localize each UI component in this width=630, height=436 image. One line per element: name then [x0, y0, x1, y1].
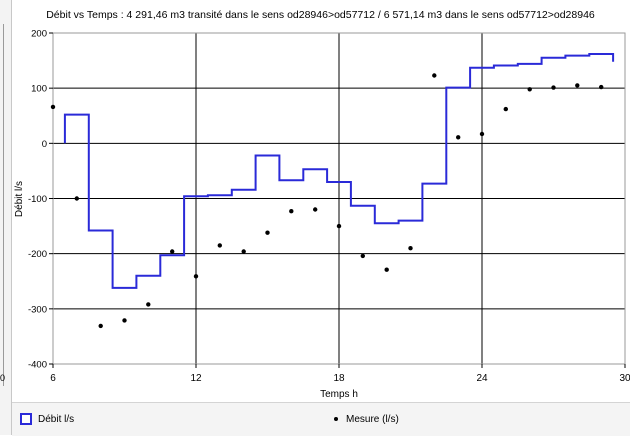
- data-point-mesure: [74, 196, 80, 201]
- y-tick-label: 100: [31, 84, 47, 95]
- x-tick-label: 12: [190, 373, 202, 384]
- y-tick-label: -200: [28, 249, 47, 260]
- data-point-mesure: [432, 73, 437, 78]
- legend-item-debit: Débit l/s: [20, 411, 74, 427]
- data-point-mesure: [313, 207, 318, 212]
- x-tick-label: 6: [50, 373, 56, 384]
- data-point-mesure: [599, 84, 604, 90]
- data-point-mesure: [479, 131, 485, 137]
- data-point-mesure: [50, 104, 56, 110]
- legend-item-mesure: Mesure (l/s): [330, 411, 399, 427]
- y-tick-label: -400: [28, 360, 47, 371]
- x-axis-label: Temps h: [320, 389, 358, 400]
- x-tick-label: 30: [619, 373, 630, 384]
- data-point-mesure: [146, 302, 151, 307]
- data-point-mesure: [289, 209, 294, 214]
- data-point-mesure: [241, 249, 246, 254]
- data-point-mesure: [170, 249, 175, 254]
- chart-plot: 6 12 18 24 30 200 100 0 -100 -200 -300 -400 Temps h…: [14, 29, 630, 401]
- data-point-mesure: [527, 87, 532, 92]
- data-point-mesure: [122, 318, 127, 323]
- data-point-mesure: [265, 230, 270, 235]
- legend: Débit l/s Mesure (l/s): [12, 402, 630, 436]
- data-point-mesure: [551, 85, 556, 90]
- axis-ticks: 6 12 18 24 30 200 100 0 -100 -200 -300 -400: [28, 29, 630, 385]
- legend-label-debit: Débit l/s: [38, 413, 75, 425]
- data-point-mesure: [193, 274, 199, 279]
- x-tick-label: 24: [476, 373, 488, 384]
- y-tick-label: -300: [28, 304, 47, 315]
- y-tick-label: 200: [31, 29, 47, 40]
- data-point-mesure: [575, 83, 580, 88]
- data-point-mesure: [336, 223, 342, 229]
- data-point-mesure: [98, 323, 103, 329]
- y-axis-label: Débit l/s: [14, 181, 25, 217]
- data-point-mesure: [408, 246, 413, 251]
- y-tick-label: -100: [28, 194, 47, 205]
- legend-swatch-line: [20, 413, 32, 425]
- grid-lines: [53, 33, 625, 364]
- left-panel-axis-label: 0: [0, 373, 6, 383]
- data-point-mesure: [384, 267, 389, 272]
- data-point-mesure: [503, 106, 508, 112]
- legend-label-mesure: Mesure (l/s): [346, 413, 399, 425]
- x-tick-label: 18: [333, 373, 345, 384]
- y-tick-label: 0: [42, 139, 47, 150]
- data-point-mesure: [360, 253, 365, 259]
- series-layer: [50, 53, 615, 329]
- left-panel-strip: 0: [0, 0, 12, 435]
- data-point-mesure: [217, 243, 222, 248]
- left-panel-border: [3, 24, 4, 386]
- data-point-mesure: [456, 135, 461, 140]
- series-line-debit: [63, 53, 615, 289]
- legend-swatch-dot: [334, 417, 338, 421]
- chart-title: Débit vs Temps : 4 291,46 m3 transité da…: [46, 9, 595, 21]
